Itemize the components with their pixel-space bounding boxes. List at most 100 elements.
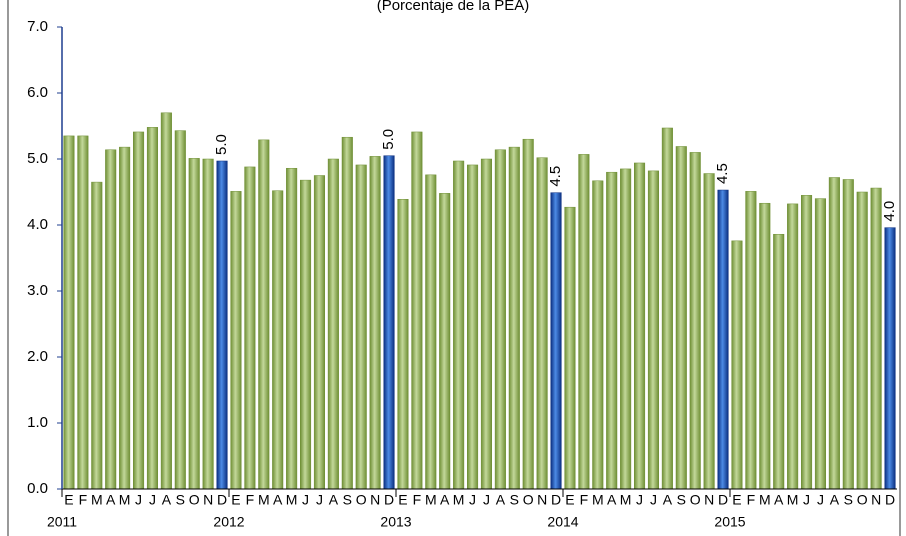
x-tick-label: D [551, 492, 561, 508]
bar [327, 158, 339, 490]
x-tick-label: O [356, 492, 367, 508]
x-tick-label: A [830, 492, 840, 508]
x-tick-label: J [469, 492, 476, 508]
value-label: 4.5 [547, 166, 564, 187]
x-tick-label: S [510, 492, 519, 508]
bar [77, 135, 89, 490]
x-tick-label: A [162, 492, 172, 508]
x-tick-label: M [620, 492, 632, 508]
y-tick-label: 3.0 [27, 282, 48, 299]
x-tick-label: M [258, 492, 270, 508]
chart-subtitle: (Porcentaje de la PEA) [377, 0, 530, 14]
bar [244, 166, 256, 490]
x-tick-label: N [203, 492, 213, 508]
x-tick-label: F [747, 492, 756, 508]
bar [425, 174, 437, 490]
x-tick-label: F [580, 492, 589, 508]
bar [397, 199, 409, 490]
bar [119, 146, 131, 490]
value-label: 5.0 [380, 129, 397, 150]
bar [536, 157, 548, 490]
bar [745, 191, 757, 490]
x-tick-label: M [453, 492, 465, 508]
bar [467, 164, 479, 490]
bar [202, 158, 214, 490]
x-tick-label: J [149, 492, 156, 508]
x-tick-label: M [425, 492, 437, 508]
x-tick-label: A [440, 492, 450, 508]
x-tick-label: S [343, 492, 352, 508]
bar [216, 160, 228, 490]
x-tick-label: A [663, 492, 673, 508]
bar [494, 149, 506, 490]
x-tick-label: N [537, 492, 547, 508]
bar [272, 190, 284, 490]
x-tick-label: A [106, 492, 116, 508]
year-label: 2014 [547, 514, 578, 530]
bar [383, 155, 395, 490]
x-tick-label: J [302, 492, 309, 508]
x-tick-label: N [370, 492, 380, 508]
y-tick-label: 2.0 [27, 348, 48, 365]
bar [369, 156, 381, 490]
x-tick-label: M [759, 492, 771, 508]
bar [105, 149, 117, 490]
x-tick-label: O [857, 492, 868, 508]
bar [480, 158, 492, 490]
bar [675, 146, 687, 490]
x-tick-label: F [413, 492, 422, 508]
year-label: 2012 [213, 514, 244, 530]
bar [453, 160, 465, 490]
x-tick-label: A [329, 492, 339, 508]
x-tick-label: D [718, 492, 728, 508]
bar [842, 179, 854, 490]
y-tick-label: 6.0 [27, 84, 48, 101]
bar [550, 192, 562, 490]
bar [188, 158, 200, 490]
x-tick-label: A [496, 492, 506, 508]
bar [91, 181, 103, 490]
bar [647, 170, 659, 490]
value-label: 5.0 [213, 134, 230, 155]
x-tick-label: E [231, 492, 240, 508]
x-tick-label: O [523, 492, 534, 508]
x-tick-label: E [732, 492, 741, 508]
x-tick-label: F [79, 492, 88, 508]
x-tick-label: O [690, 492, 701, 508]
bar [341, 136, 353, 490]
bar [439, 193, 451, 490]
bar [828, 177, 840, 490]
bar [689, 152, 701, 490]
bar [63, 135, 75, 490]
bar [717, 189, 729, 490]
y-tick-label: 7.0 [27, 18, 48, 35]
bar [313, 175, 325, 490]
x-tick-label: S [677, 492, 686, 508]
x-tick-label: M [91, 492, 103, 508]
x-tick-label: J [650, 492, 657, 508]
x-tick-label: M [119, 492, 131, 508]
x-tick-label: E [64, 492, 73, 508]
bar [522, 138, 534, 490]
bar [634, 162, 646, 490]
year-label: 2015 [714, 514, 745, 530]
x-tick-label: D [885, 492, 895, 508]
x-tick-label: J [135, 492, 142, 508]
x-tick-label: M [592, 492, 604, 508]
y-tick-label: 4.0 [27, 216, 48, 233]
x-tick-label: J [483, 492, 490, 508]
x-tick-label: S [844, 492, 853, 508]
bar [411, 131, 423, 490]
bar [814, 198, 826, 490]
year-label: 2011 [47, 514, 77, 530]
bar [661, 127, 673, 490]
bar [773, 233, 785, 490]
value-label: 4.5 [714, 163, 731, 184]
bar [759, 202, 771, 490]
x-tick-label: J [803, 492, 810, 508]
bar [146, 127, 158, 490]
bar [230, 191, 242, 490]
x-tick-label: D [384, 492, 394, 508]
y-tick-label: 0.0 [27, 480, 48, 497]
bar [564, 206, 576, 490]
